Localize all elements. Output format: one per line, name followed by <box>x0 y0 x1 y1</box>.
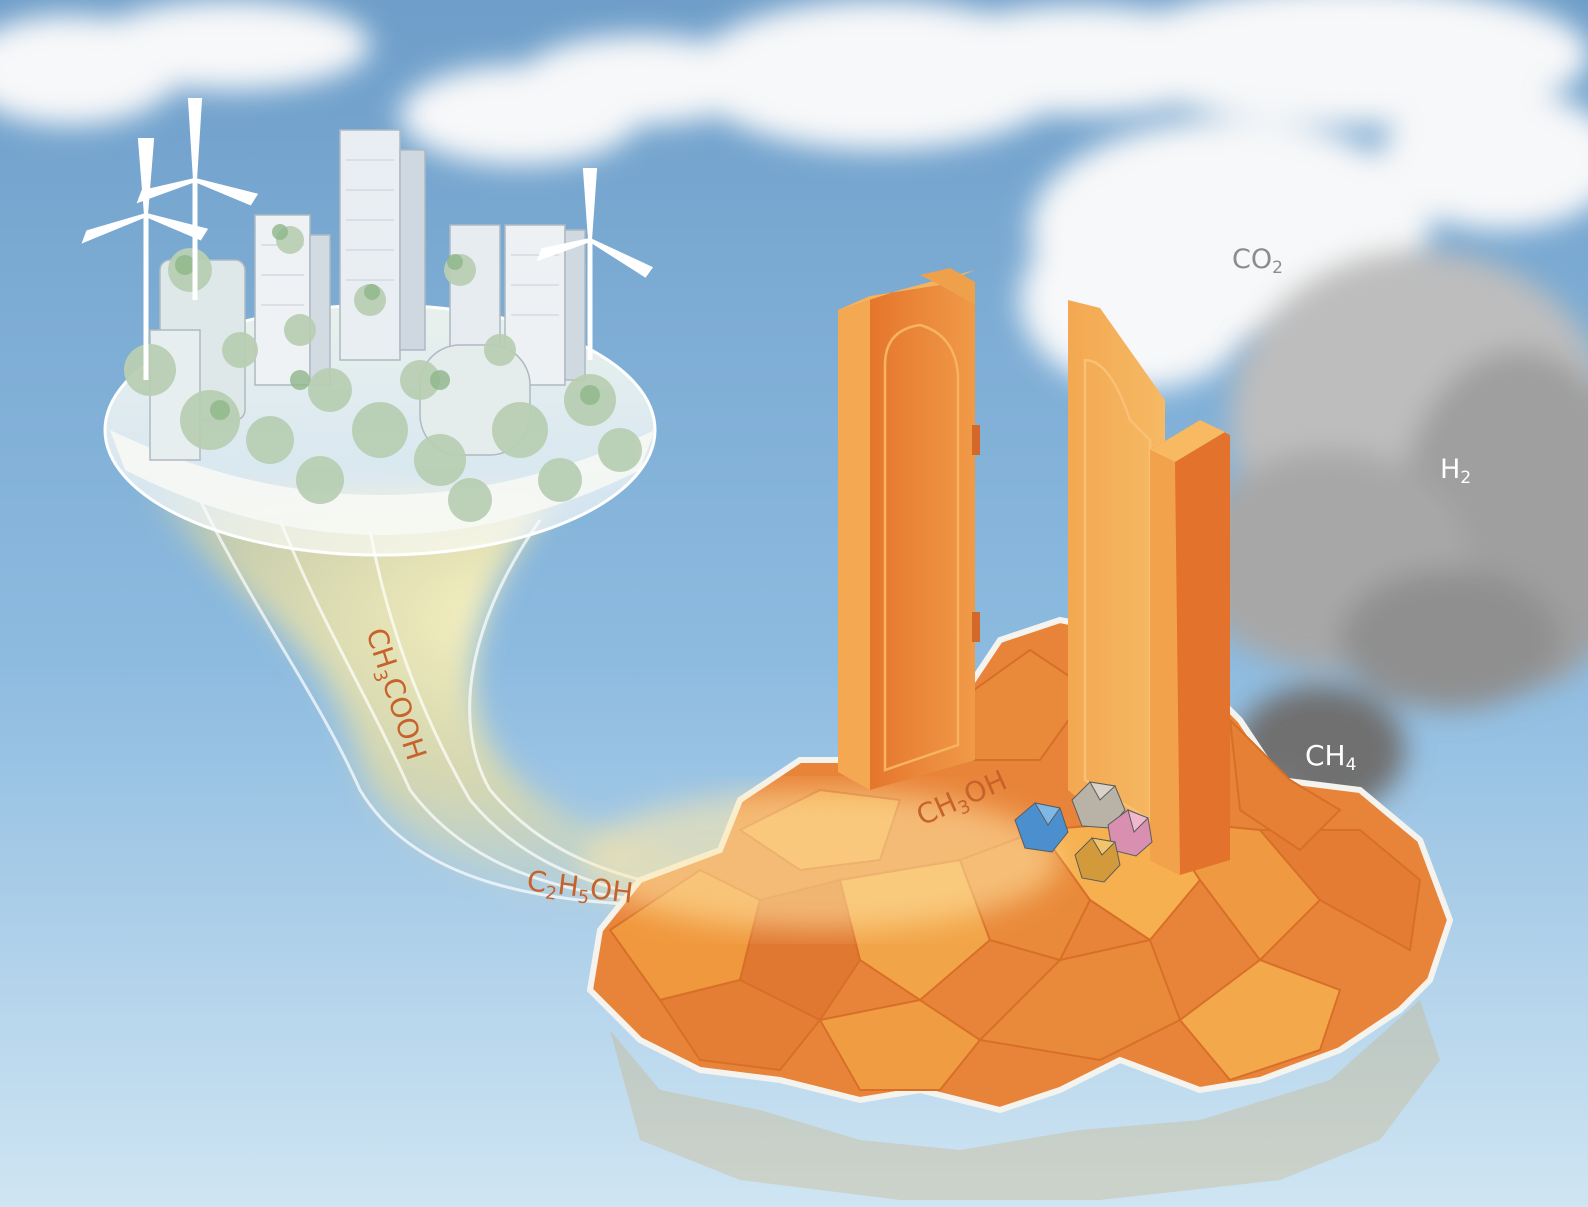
label-co2: CO2 <box>1232 244 1283 278</box>
wind-turbine-icon <box>81 98 654 380</box>
ch4-sub: 4 <box>1346 755 1357 775</box>
green-city-island <box>103 129 657 557</box>
energy-funnel <box>150 490 900 915</box>
c2h5oh-a: C <box>525 864 548 899</box>
white-clouds <box>0 0 1588 390</box>
label-c2h5oh: C2H5OH <box>525 864 635 914</box>
smoke-cloud <box>1190 250 1588 830</box>
crystal-cluster-icon <box>1014 781 1153 883</box>
ch4-main: CH <box>1305 739 1346 772</box>
c2h5oh-sub1: 2 <box>544 882 558 904</box>
c2h5oh-b: H <box>556 868 581 903</box>
co2-sub: 2 <box>1272 258 1283 278</box>
h2-sub: 2 <box>1460 468 1471 488</box>
c2h5oh-c: OH <box>588 872 635 910</box>
label-ch4: CH4 <box>1305 739 1356 775</box>
h2-main: H <box>1440 454 1460 485</box>
co2-main: CO <box>1232 244 1272 275</box>
c2h5oh-sub2: 5 <box>576 886 590 908</box>
label-h2: H2 <box>1440 454 1471 488</box>
open-door-icon <box>838 268 1230 875</box>
